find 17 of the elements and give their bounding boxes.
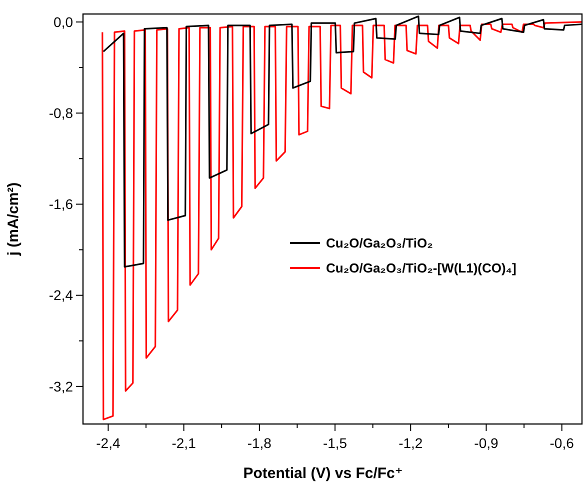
x-tick-label: -2,1 [172, 435, 196, 451]
x-tick-label: -1,2 [398, 435, 423, 451]
y-tick-label: -0,8 [48, 104, 74, 121]
x-tick-label: -1,5 [322, 435, 348, 451]
x-axis-title: Potential (V) vs Fc/Fc⁺ [243, 465, 403, 482]
y-tick-label: -3,2 [48, 378, 74, 394]
legend-label: Cu₂O/Ga₂O₃/TiO₂-[W(L1)(CO)₄] [326, 260, 516, 276]
y-tick-label: 0,0 [54, 14, 74, 30]
y-axis-title: j (mA/cm²) [5, 182, 22, 257]
y-tick-label: -1,6 [48, 196, 74, 212]
legend-label: Cu₂O/Ga₂O₃/TiO₂ [326, 236, 434, 251]
x-tick-label: -0,9 [474, 435, 499, 451]
y-tick-label: -2,4 [48, 287, 74, 304]
x-tick-label: -2,4 [96, 435, 120, 451]
x-tick-label: -1,8 [247, 435, 272, 451]
line-series [102, 21, 582, 420]
x-tick-label: -0,6 [550, 435, 574, 451]
